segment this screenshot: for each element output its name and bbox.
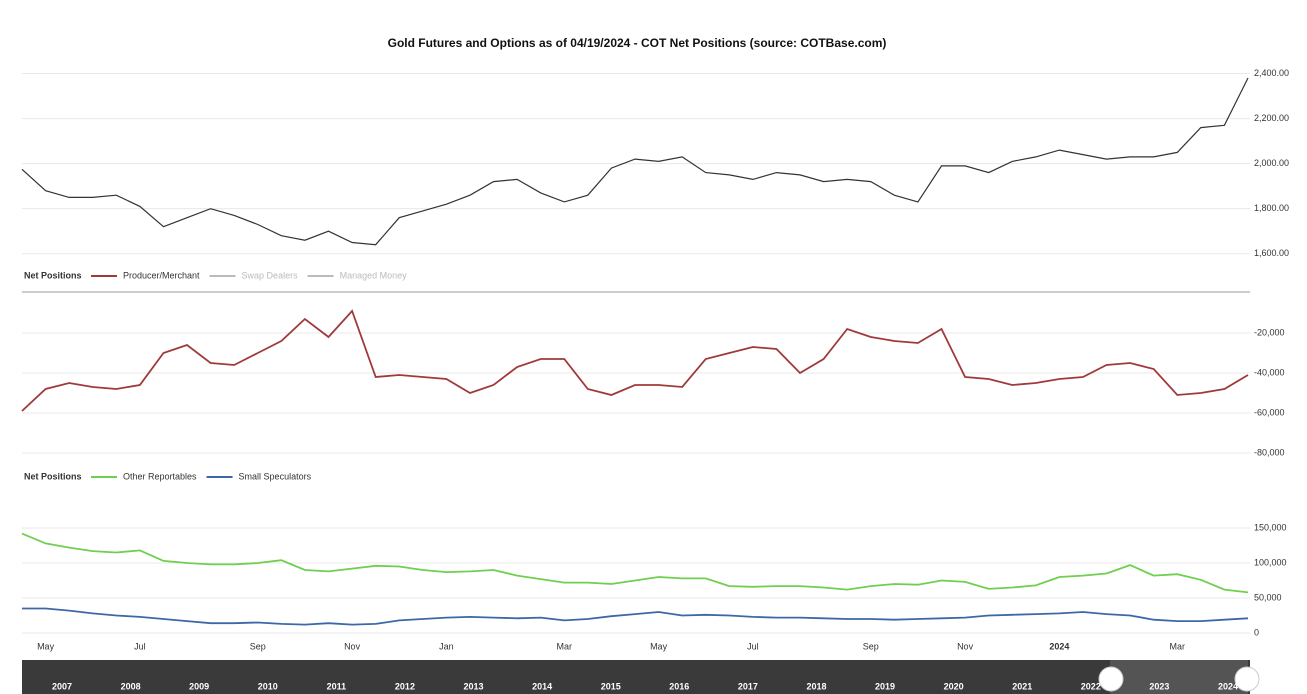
navigator	[22, 660, 1250, 694]
y-tick-label: -60,000	[1254, 407, 1285, 417]
navigator-year: 2024	[1218, 681, 1238, 691]
y-tick-label: 50,000	[1254, 592, 1282, 602]
navigator-year: 2008	[121, 681, 141, 691]
navigator-year: 2019	[875, 681, 895, 691]
y-tick-label: 2,000.00	[1254, 158, 1289, 168]
y-tick-label: -40,000	[1254, 367, 1285, 377]
x-tick-label: Mar	[557, 641, 573, 651]
series-line	[22, 607, 1249, 626]
x-tick-label: Nov	[957, 641, 974, 651]
navigator-year: 2012	[395, 681, 415, 691]
navigator-year: 2013	[464, 681, 484, 691]
navigator-year: 2022	[1081, 681, 1101, 691]
y-tick-label: -20,000	[1254, 327, 1285, 337]
x-tick-label: May	[650, 641, 668, 651]
y-tick-label: 0	[1254, 627, 1259, 637]
navigator-year: 2009	[189, 681, 209, 691]
x-tick-label: Jul	[134, 641, 146, 651]
legend-label: Small Speculators	[239, 471, 312, 481]
navigator-year: 2010	[258, 681, 278, 691]
x-tick-label: Jul	[747, 641, 759, 651]
x-tick-label: May	[37, 641, 55, 651]
x-tick-label: Jan	[439, 641, 454, 651]
y-tick-label: -80,000	[1254, 447, 1285, 457]
navigator-year: 2020	[944, 681, 964, 691]
x-tick-label: Sep	[250, 641, 266, 651]
navigator-year: 2016	[669, 681, 689, 691]
x-tick-label: Mar	[1170, 641, 1186, 651]
navigator-year: 2011	[327, 681, 347, 691]
legend-title: Net Positions	[24, 471, 82, 481]
navigator-handle[interactable]	[1234, 666, 1260, 692]
legend-label: Swap Dealers	[242, 270, 299, 280]
chart-title: Gold Futures and Options as of 04/19/202…	[388, 36, 887, 50]
navigator-year: 2023	[1149, 681, 1169, 691]
y-tick-label: 2,200.00	[1254, 113, 1289, 123]
y-tick-label: 1,800.00	[1254, 203, 1289, 213]
navigator-year: 2007	[52, 681, 72, 691]
y-tick-label: 100,000	[1254, 557, 1287, 567]
navigator-year: 2015	[601, 681, 621, 691]
navigator-handle[interactable]	[1098, 666, 1124, 692]
series-line	[21, 309, 1249, 412]
legend-label: Producer/Merchant	[123, 270, 200, 280]
legend-label: Managed Money	[340, 270, 408, 280]
legend-label: Other Reportables	[123, 471, 197, 481]
navigator-year: 2014	[532, 681, 552, 691]
y-tick-label: 150,000	[1254, 522, 1287, 532]
x-tick-label: 2024	[1049, 641, 1069, 651]
series-line	[21, 77, 1249, 246]
series-line	[21, 532, 1249, 594]
navigator-year: 2021	[1012, 681, 1032, 691]
x-tick-label: Sep	[863, 641, 879, 651]
y-tick-label: 1,600.00	[1254, 248, 1289, 258]
navigator-year: 2017	[738, 681, 758, 691]
navigator-range[interactable]	[1110, 660, 1248, 694]
legend-title: Net Positions	[24, 270, 82, 280]
navigator-year: 2018	[806, 681, 826, 691]
y-tick-label: 2,400.00	[1254, 68, 1289, 78]
x-tick-label: Nov	[344, 641, 361, 651]
